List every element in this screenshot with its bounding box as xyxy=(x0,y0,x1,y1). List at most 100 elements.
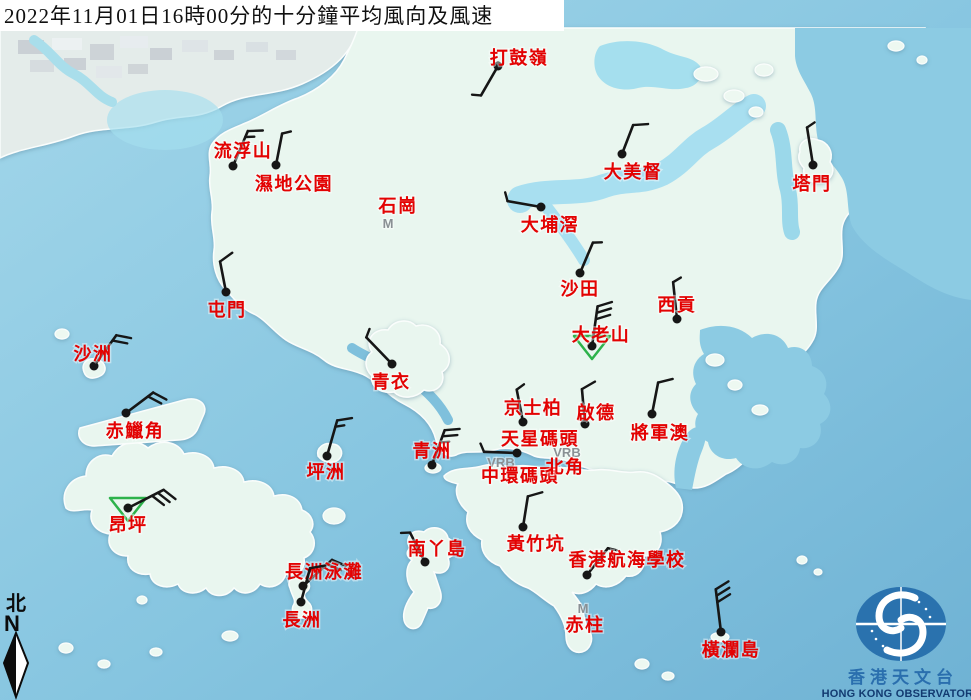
station-ngong-ping: 昂坪 xyxy=(107,488,177,537)
bays-layer xyxy=(107,28,971,490)
wind-barb-full xyxy=(246,129,265,133)
wind-barb-shaft xyxy=(515,388,525,424)
wind-barb-half xyxy=(805,121,816,129)
station-dot xyxy=(808,160,818,170)
station-dot xyxy=(518,522,528,532)
station-dot xyxy=(89,361,99,371)
station-sha-tin: 沙田 xyxy=(559,241,604,301)
wind-barb-full xyxy=(715,586,731,597)
station-dot xyxy=(580,419,590,429)
station-cheung-chau: 長洲 xyxy=(281,564,327,632)
page-title: 2022年11月01日16時00分的十分鐘平均風向及風速 xyxy=(4,4,493,28)
logo-halftone-dots xyxy=(870,600,932,648)
islet xyxy=(634,658,650,670)
station-tsing-yi: 青衣 xyxy=(364,327,411,394)
station-dot xyxy=(322,451,332,461)
starling-inlet xyxy=(594,41,702,90)
wind-barb-full xyxy=(330,558,347,567)
wind-barb-half xyxy=(515,383,526,391)
station-dot xyxy=(228,161,238,171)
wind-barb-shaft xyxy=(580,387,587,426)
station-label-green-island: 青洲 xyxy=(413,441,452,461)
station-dot xyxy=(518,417,528,427)
station-dot xyxy=(512,448,522,458)
islet xyxy=(796,555,808,565)
land-tap-mun xyxy=(798,138,834,184)
wind-barb-full xyxy=(716,593,732,604)
north-compass: 北 N xyxy=(2,592,30,700)
islet xyxy=(58,642,74,654)
wind-barb-shaft xyxy=(506,199,543,209)
station-shek-kong: M石崗 xyxy=(376,194,418,233)
station-dot xyxy=(587,341,597,351)
wind-barb-full xyxy=(150,494,166,507)
station-dot xyxy=(271,160,281,170)
station-hk-sea-school: 香港航海學校 xyxy=(566,546,686,580)
station-dot xyxy=(575,268,585,278)
station-lamma-island: 南丫島 xyxy=(399,531,467,567)
station-dot xyxy=(221,287,231,297)
wind-barb-shaft xyxy=(274,132,284,167)
islet xyxy=(693,66,719,82)
wind-barb-half xyxy=(365,327,371,339)
islet xyxy=(221,630,239,642)
deep-bay-tint xyxy=(107,90,223,150)
islet xyxy=(54,328,70,340)
wind-barb-full xyxy=(580,380,597,391)
station-lau-fau-shan: 流浮山 xyxy=(212,129,272,171)
wind-barb-full xyxy=(151,391,168,401)
stations-layer: 打鼓嶺流浮山濕地公園M石崗大埔滘沙田大美督塔門屯門沙洲大老山西貢青衣赤鱲角京士柏… xyxy=(72,46,832,662)
port-shelter xyxy=(690,325,831,469)
wind-barb-half xyxy=(503,191,509,203)
wind-barb-shaft xyxy=(585,546,610,577)
wind-barb-shaft xyxy=(408,531,427,564)
station-ta-kwu-ling: 打鼓嶺 xyxy=(470,46,548,97)
station-peng-chau: 坪洲 xyxy=(305,416,354,484)
land-tsing-yi xyxy=(365,320,450,398)
station-label-kings-park: 京士柏 xyxy=(504,397,563,418)
wind-barb-half xyxy=(280,130,293,135)
wind-barb-full xyxy=(115,334,133,340)
station-dot xyxy=(716,627,726,637)
station-dot xyxy=(582,570,592,580)
wind-barb-half xyxy=(470,93,483,97)
wind-barb-half xyxy=(479,442,486,454)
station-label-wong-chuk-hang: 黃竹坑 xyxy=(506,533,566,554)
north-arrow-fill xyxy=(4,633,16,697)
wind-barb-full xyxy=(111,339,129,345)
title-background xyxy=(0,0,564,31)
station-wetland-park: 濕地公園 xyxy=(254,130,333,196)
wind-barb-full xyxy=(146,395,163,405)
tolo-harbour xyxy=(508,94,766,210)
station-label-sha-tin: 沙田 xyxy=(561,279,600,299)
wind-barb-half xyxy=(334,424,346,428)
wind-barb-full xyxy=(714,580,730,591)
station-label-tap-mun: 塔門 xyxy=(793,173,832,194)
station-wong-chuk-hang: 黃竹坑 xyxy=(504,491,566,556)
station-label-central-pier: 中環碼頭 xyxy=(481,465,559,486)
islet xyxy=(97,659,111,669)
wind-barb-full xyxy=(308,564,327,570)
station-dot xyxy=(647,409,657,419)
wind-barb-shaft xyxy=(620,123,635,156)
long-harbour xyxy=(770,122,800,240)
station-dot xyxy=(427,460,437,470)
wind-barb-full xyxy=(443,427,461,432)
wind-barb-full xyxy=(218,251,234,263)
station-waglan-island: 橫瀾島 xyxy=(700,580,760,662)
station-label-lamma-island: 南丫島 xyxy=(408,538,467,559)
wind-barb-shaft xyxy=(482,450,519,455)
station-label-hk-sea-school: 香港航海學校 xyxy=(568,549,686,570)
shing-mun-river xyxy=(539,199,590,266)
green-flag-icon xyxy=(572,334,612,361)
wind-barb-full xyxy=(441,433,459,438)
station-label-ngong-ping: 昂坪 xyxy=(109,515,148,535)
islet xyxy=(149,647,163,657)
station-label-tsing-yi: 青衣 xyxy=(372,371,411,392)
green-flag-icon xyxy=(108,496,148,523)
station-label-kai-tak: 啟德 xyxy=(577,402,616,423)
station-stanley: M赤柱 xyxy=(564,600,605,637)
